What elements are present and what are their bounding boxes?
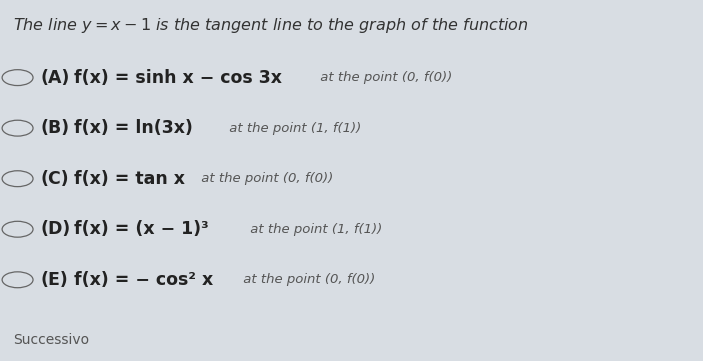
Text: The line $y = x - 1$ is the tangent line to the graph of the function: The line $y = x - 1$ is the tangent line… — [13, 16, 529, 35]
Text: f(x) = ln(3x): f(x) = ln(3x) — [74, 119, 193, 137]
Text: f(x) = − cos² x: f(x) = − cos² x — [74, 271, 213, 289]
Text: f(x) = tan x: f(x) = tan x — [74, 170, 185, 188]
Text: at the point (1, f(1)): at the point (1, f(1)) — [246, 223, 382, 236]
Text: (C): (C) — [41, 170, 70, 188]
Text: (E): (E) — [41, 271, 68, 289]
Text: f(x) = (x − 1)³: f(x) = (x − 1)³ — [74, 220, 209, 238]
Text: (D): (D) — [41, 220, 71, 238]
Text: (B): (B) — [41, 119, 70, 137]
Text: f(x) = sinh x − cos 3x: f(x) = sinh x − cos 3x — [74, 69, 282, 87]
Text: at the point (0, f(0)): at the point (0, f(0)) — [239, 273, 375, 286]
Text: (A): (A) — [41, 69, 70, 87]
Text: at the point (1, f(1)): at the point (1, f(1)) — [225, 122, 361, 135]
Text: Successivo: Successivo — [13, 332, 89, 347]
Text: at the point (0, f(0)): at the point (0, f(0)) — [316, 71, 453, 84]
Text: at the point (0, f(0)): at the point (0, f(0)) — [197, 172, 333, 185]
